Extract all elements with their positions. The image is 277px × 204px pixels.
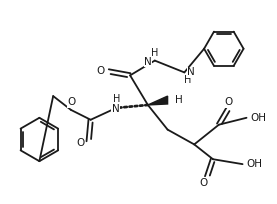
Text: OH: OH: [247, 159, 263, 169]
Text: O: O: [76, 139, 85, 149]
Text: H: H: [151, 48, 158, 58]
Text: N: N: [144, 57, 152, 67]
Text: O: O: [96, 67, 104, 76]
Text: H: H: [176, 95, 183, 105]
Text: O: O: [68, 97, 76, 107]
Text: O: O: [225, 97, 233, 107]
Text: H: H: [184, 75, 191, 85]
Text: OH: OH: [250, 113, 266, 123]
Text: N: N: [112, 104, 119, 114]
Text: O: O: [199, 178, 207, 188]
Text: H: H: [113, 94, 120, 104]
Text: N: N: [187, 67, 195, 77]
Polygon shape: [148, 96, 168, 105]
